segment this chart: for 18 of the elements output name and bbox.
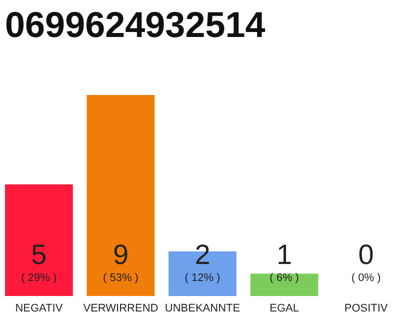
annotation: ( 0% )	[351, 272, 381, 284]
bar	[86, 95, 155, 296]
data-label: 1	[276, 239, 292, 270]
bar	[5, 184, 73, 296]
chart-title: 0699624932514	[5, 4, 266, 45]
data-label: 5	[31, 239, 47, 270]
x-tick-label: EGAL	[270, 302, 299, 314]
annotation: ( 6% )	[270, 272, 299, 284]
x-tick-label: VERWIRREND	[83, 302, 158, 314]
x-tick-label: NEGATIV	[15, 302, 64, 314]
annotation: ( 29% )	[21, 272, 57, 284]
data-label: 9	[112, 239, 129, 270]
bar	[250, 274, 318, 296]
annotation: ( 53% )	[102, 272, 138, 284]
x-tick-label: UNBEKANNTE	[164, 302, 240, 314]
data-label: 0	[358, 239, 374, 270]
x-tick-label: POSITIV	[344, 302, 388, 314]
annotation: ( 12% )	[184, 272, 220, 284]
